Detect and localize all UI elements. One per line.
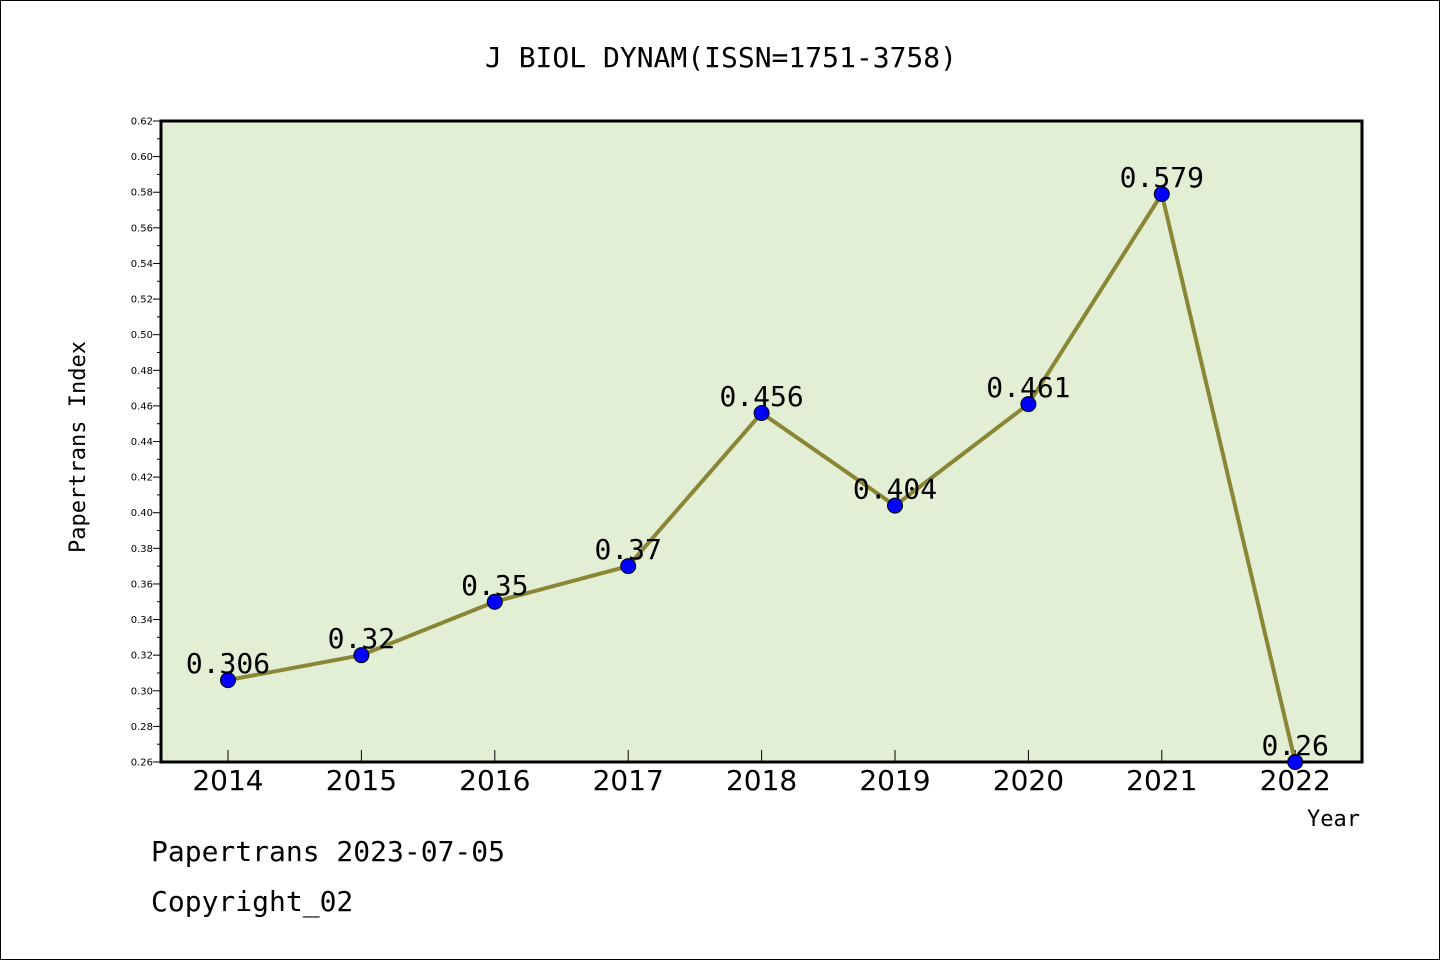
y-tick-label: 0.48 xyxy=(131,366,153,377)
data-label: 0.404 xyxy=(853,473,937,506)
y-tick-label: 0.58 xyxy=(131,188,153,199)
y-tick-label: 0.42 xyxy=(131,473,153,484)
x-tick-label: 2017 xyxy=(593,764,664,797)
footer-copyright: Copyright_02 xyxy=(151,885,354,918)
y-tick-label: 0.54 xyxy=(131,259,153,270)
data-point xyxy=(220,672,236,689)
x-tick-label: 2019 xyxy=(859,764,930,797)
plot-area xyxy=(159,119,1364,764)
footer-date: Papertrans 2023-07-05 xyxy=(151,835,506,868)
y-tick-label: 0.36 xyxy=(131,579,153,590)
y-tick-label: 0.32 xyxy=(131,651,153,662)
x-tick-label: 2020 xyxy=(993,764,1064,797)
x-axis-title: Year xyxy=(1307,807,1360,832)
x-axis: 2014 2015 2016 2017 2018 2019 2020 2021 2022 xyxy=(192,750,1331,797)
data-point xyxy=(1020,396,1037,413)
data-label: 0.579 xyxy=(1120,161,1204,194)
data-point xyxy=(620,558,637,575)
y-tick-label: 0.44 xyxy=(131,437,153,448)
y-tick-label: 0.30 xyxy=(131,686,153,697)
y-axis-title: Papertrans Index xyxy=(66,341,91,553)
data-point xyxy=(887,497,903,514)
y-tick-label: 0.34 xyxy=(131,615,153,626)
data-label: 0.306 xyxy=(186,647,270,680)
x-tick-label: 2021 xyxy=(1126,764,1197,797)
y-axis: 0.26 0.28 0.30 0.32 0.34 0.36 0.38 0.40 0.42 0.44… xyxy=(131,117,161,769)
data-point xyxy=(486,593,503,610)
x-tick-label: 2016 xyxy=(459,764,530,797)
y-tick-label: 0.28 xyxy=(131,722,153,733)
y-tick-label: 0.60 xyxy=(131,152,153,163)
data-label: 0.32 xyxy=(328,622,395,655)
y-tick-label: 0.52 xyxy=(131,295,153,306)
y-tick-label: 0.46 xyxy=(131,401,153,412)
data-point xyxy=(1287,754,1304,770)
y-tick-label: 0.50 xyxy=(131,330,153,341)
data-point xyxy=(1153,186,1170,203)
y-tick-label: 0.40 xyxy=(131,508,153,519)
x-tick-label: 2018 xyxy=(726,764,797,797)
data-label: 0.456 xyxy=(719,380,803,413)
data-point xyxy=(353,647,370,664)
y-tick-label: 0.56 xyxy=(131,223,153,234)
data-label: 0.26 xyxy=(1261,729,1328,762)
chart-title: J BIOL DYNAM(ISSN=1751-3758) xyxy=(485,41,957,74)
data-label: 0.37 xyxy=(594,533,661,566)
series-0: 0.306 0.32 0.35 0.37 0.456 0.404 0.461 0.579 0.2… xyxy=(186,161,1329,770)
data-label: 0.461 xyxy=(986,371,1070,404)
data-point xyxy=(753,405,770,422)
data-label: 0.35 xyxy=(461,569,528,602)
y-tick-label: 0.38 xyxy=(131,544,153,555)
x-tick-label: 2014 xyxy=(192,764,263,797)
y-tick-label: 0.26 xyxy=(131,758,153,769)
x-tick-label: 2015 xyxy=(326,764,397,797)
y-tick-label: 0.62 xyxy=(131,117,153,128)
